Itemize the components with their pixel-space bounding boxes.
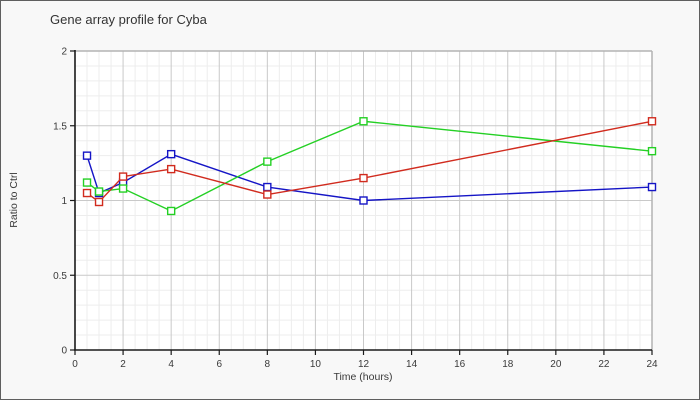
x-axis-label: Time (hours) — [333, 371, 393, 383]
x-tick-label: 4 — [168, 359, 174, 370]
series-blue-marker — [82, 151, 92, 160]
series-blue-marker — [263, 182, 272, 192]
series-red-marker — [118, 172, 128, 181]
x-tick-label: 20 — [550, 359, 562, 370]
x-tick-label: 24 — [646, 359, 658, 370]
y-tick-label: 0 — [61, 346, 67, 357]
series-red-marker — [647, 117, 657, 126]
series-red-marker — [82, 188, 92, 198]
x-tick-label: 6 — [216, 359, 222, 370]
y-tick-label: 1 — [61, 196, 67, 207]
series-green-marker — [647, 146, 657, 156]
chart-title: Gene array profile for Cyba — [50, 12, 207, 27]
series-red-marker — [166, 164, 176, 174]
series-green-marker — [263, 157, 272, 166]
x-tick-label: 22 — [598, 359, 610, 370]
series-blue-marker — [647, 182, 657, 192]
x-tick-label: 18 — [502, 359, 514, 370]
series-red-marker — [94, 197, 104, 207]
series-green-marker — [94, 187, 104, 196]
series-green-marker — [118, 184, 128, 193]
series-red-marker — [359, 173, 368, 183]
x-tick-label: 2 — [120, 359, 126, 370]
x-tick-label: 12 — [358, 359, 370, 370]
x-tick-label: 16 — [454, 359, 466, 370]
series-green-marker — [359, 117, 368, 126]
x-tick-label: 14 — [406, 359, 418, 370]
x-tick-label: 10 — [310, 359, 322, 370]
series-blue-marker — [359, 196, 368, 205]
y-tick-label: 0.5 — [53, 271, 67, 282]
y-tick-label: 1.5 — [53, 121, 67, 132]
x-tick-label: 0 — [72, 359, 78, 370]
series-red-marker — [263, 190, 272, 199]
series-green-marker — [82, 178, 92, 187]
series-green-marker — [166, 206, 176, 216]
x-tick-label: 8 — [265, 359, 271, 370]
series-blue-marker — [166, 149, 176, 159]
y-tick-label: 2 — [61, 47, 67, 58]
